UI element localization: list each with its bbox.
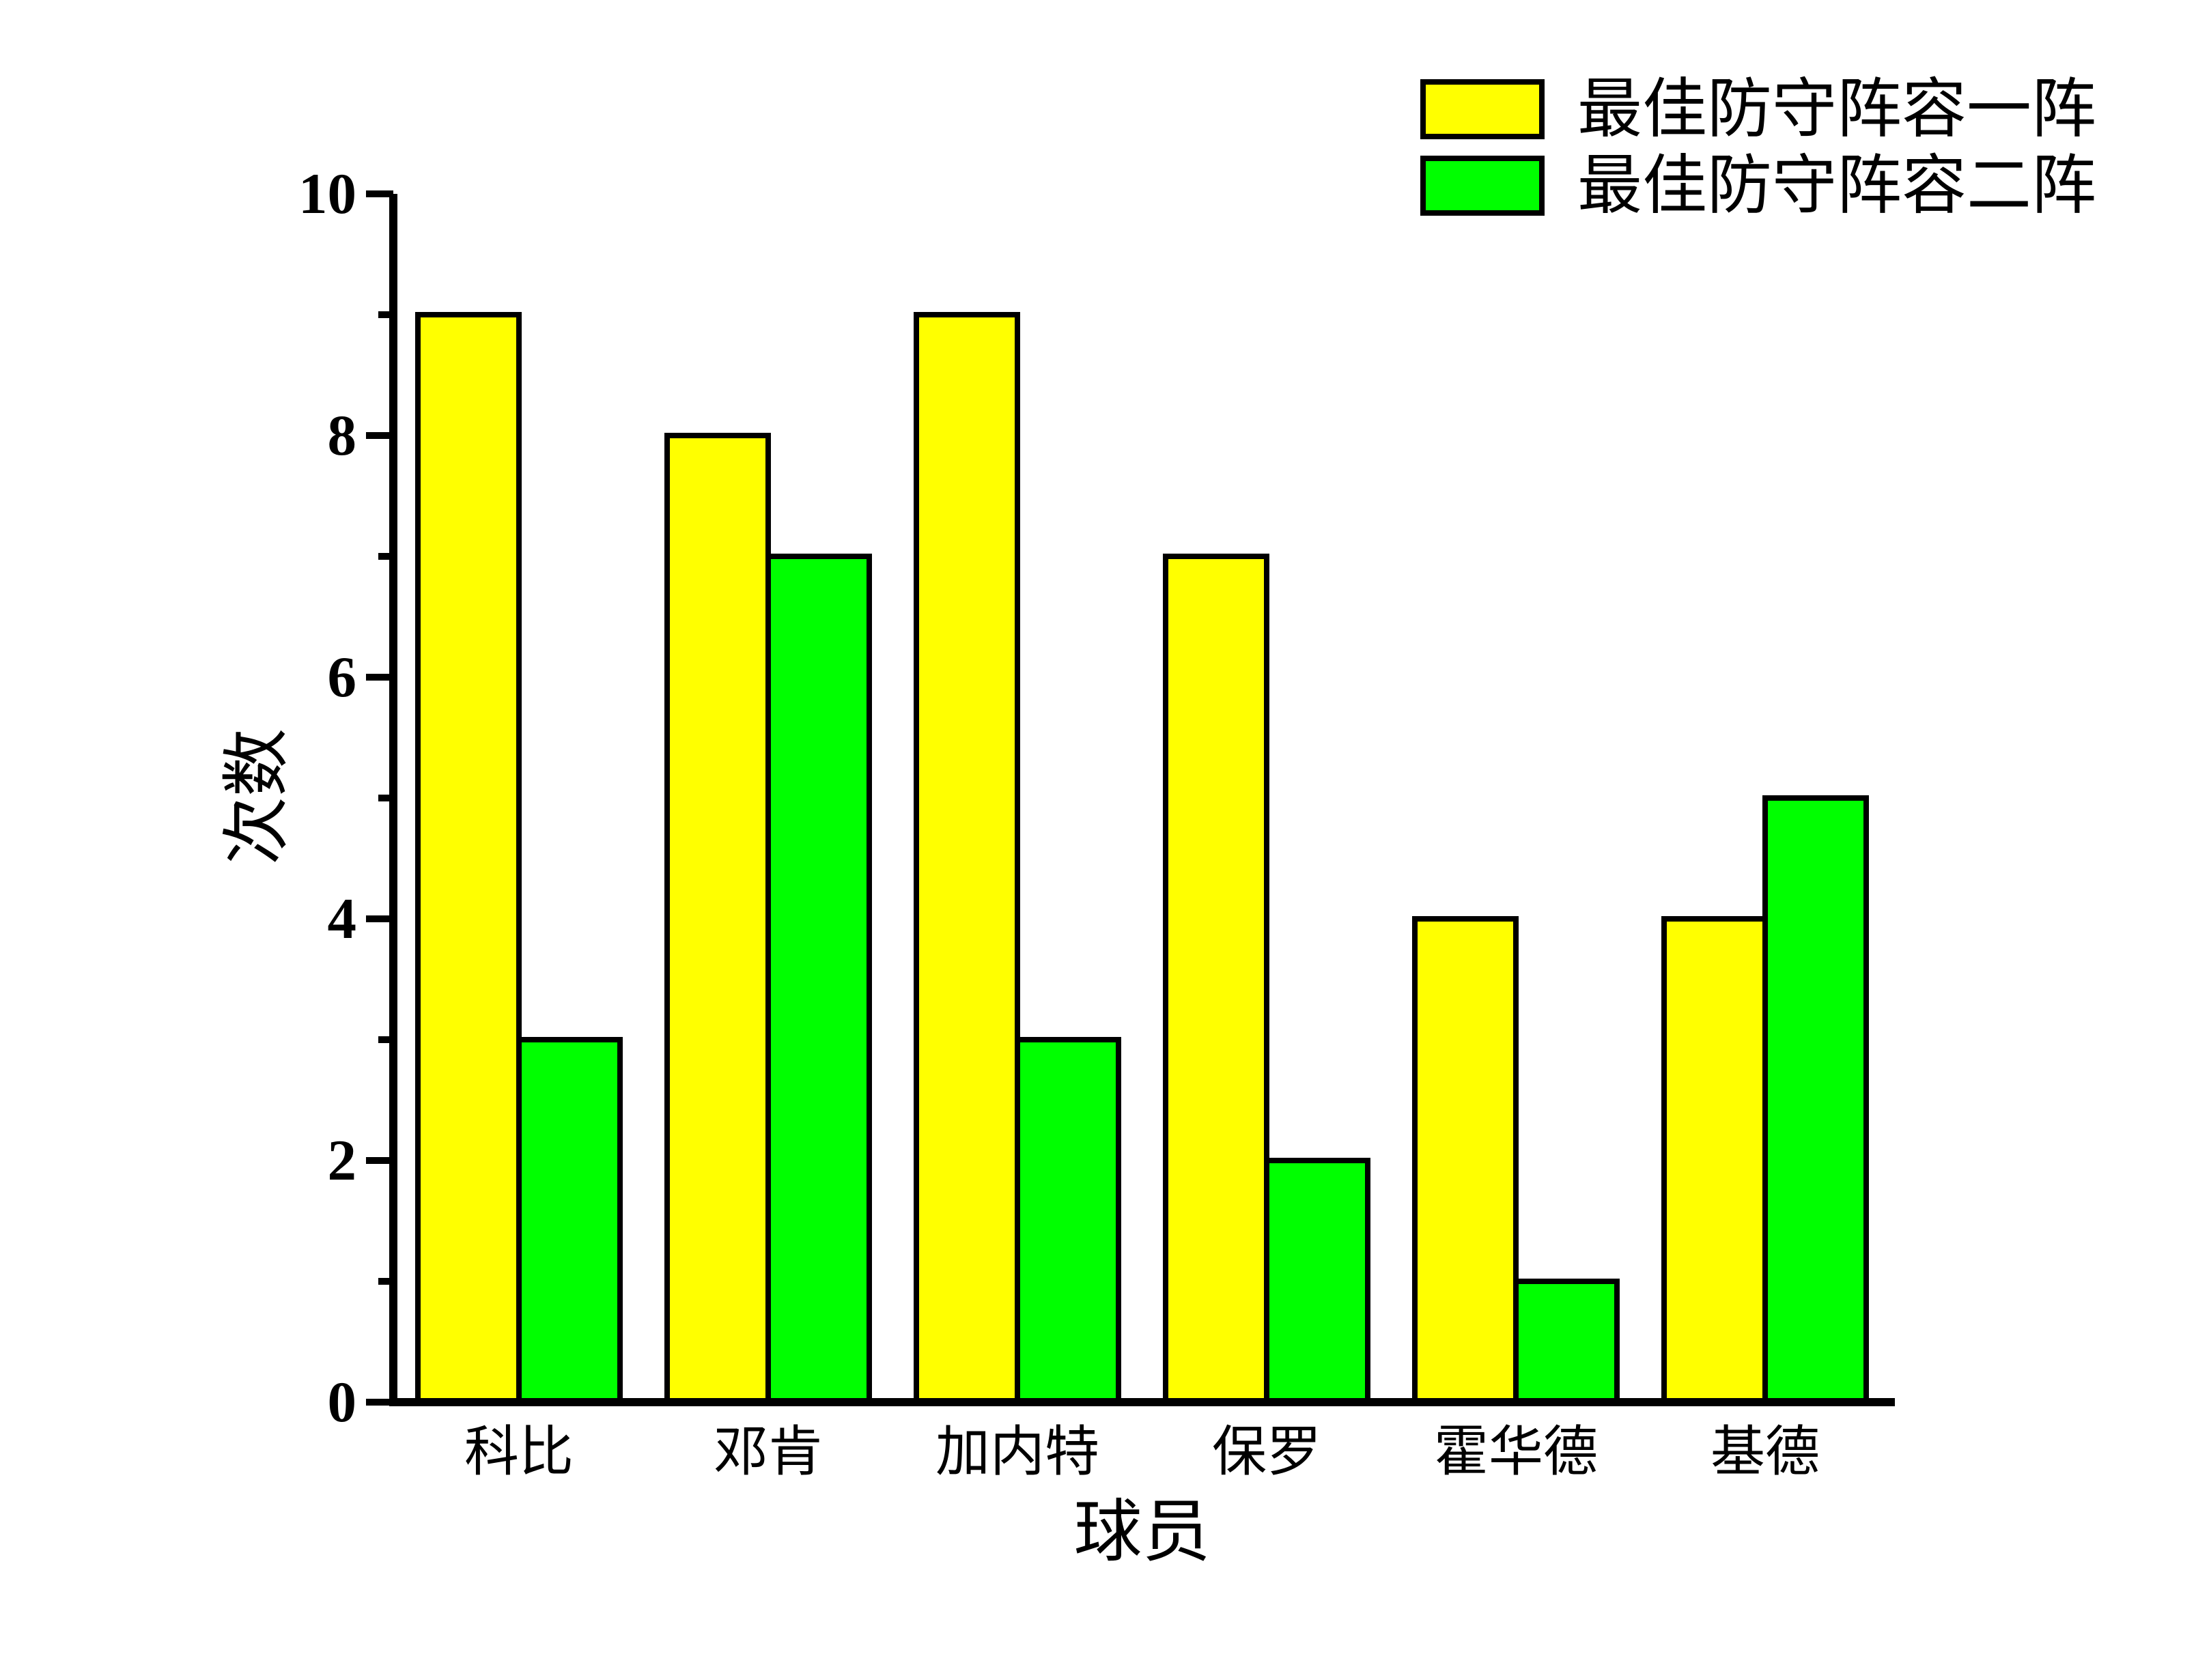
y-minor-tick xyxy=(378,553,393,560)
bar-first-team-邓肯 xyxy=(664,433,771,1406)
bar-second-team-基德 xyxy=(1762,795,1869,1406)
y-minor-tick xyxy=(378,311,393,318)
bar-first-team-科比 xyxy=(415,312,522,1406)
y-tick-label: 2 xyxy=(327,1128,357,1193)
legend-swatch-second-team xyxy=(1420,156,1545,216)
x-tick-label-霍华德: 霍华德 xyxy=(1434,1423,1598,1483)
bar-first-team-霍华德 xyxy=(1412,916,1519,1406)
y-axis-line xyxy=(389,194,397,1406)
bar-first-team-保罗 xyxy=(1163,554,1269,1406)
y-tick-label: 8 xyxy=(327,403,357,468)
bar-first-team-基德 xyxy=(1661,916,1768,1406)
y-major-tick xyxy=(366,915,393,922)
y-tick-label: 6 xyxy=(327,645,357,709)
x-tick-label-邓肯: 邓肯 xyxy=(714,1423,823,1483)
x-axis-line xyxy=(389,1398,1895,1406)
y-major-tick xyxy=(366,1399,393,1406)
x-tick-label-保罗: 保罗 xyxy=(1212,1423,1321,1483)
legend-swatch-first-team xyxy=(1420,79,1545,139)
y-axis-title: 次数 xyxy=(219,728,295,865)
y-minor-tick xyxy=(378,1278,393,1285)
y-minor-tick xyxy=(378,795,393,801)
y-major-tick xyxy=(366,432,393,439)
y-major-tick xyxy=(366,1157,393,1164)
y-minor-tick xyxy=(378,1036,393,1043)
bar-second-team-邓肯 xyxy=(765,554,872,1406)
legend-label-second-team: 最佳防守阵容二阵 xyxy=(1577,150,2097,222)
legend: 最佳防守阵容一阵 最佳防守阵容二阵 xyxy=(1420,75,2096,228)
y-major-tick xyxy=(366,190,393,197)
bar-second-team-科比 xyxy=(516,1037,623,1406)
y-tick-label: 4 xyxy=(327,887,357,951)
bar-first-team-加内特 xyxy=(914,312,1020,1406)
y-tick-label: 10 xyxy=(298,162,356,226)
x-axis-title: 球员 xyxy=(1073,1494,1211,1570)
x-tick-label-基德: 基德 xyxy=(1711,1423,1820,1483)
y-tick-label: 0 xyxy=(327,1370,357,1434)
bar-second-team-霍华德 xyxy=(1513,1279,1620,1406)
legend-label-first-team: 最佳防守阵容一阵 xyxy=(1577,73,2097,145)
x-tick-label-科比: 科比 xyxy=(464,1423,574,1483)
bar-second-team-保罗 xyxy=(1264,1158,1370,1406)
bar-second-team-加内特 xyxy=(1015,1037,1121,1406)
legend-entry-second-team: 最佳防守阵容二阵 xyxy=(1420,152,2096,220)
x-tick-label-加内特: 加内特 xyxy=(935,1423,1099,1483)
legend-entry-first-team: 最佳防守阵容一阵 xyxy=(1420,75,2096,143)
y-major-tick xyxy=(366,674,393,681)
